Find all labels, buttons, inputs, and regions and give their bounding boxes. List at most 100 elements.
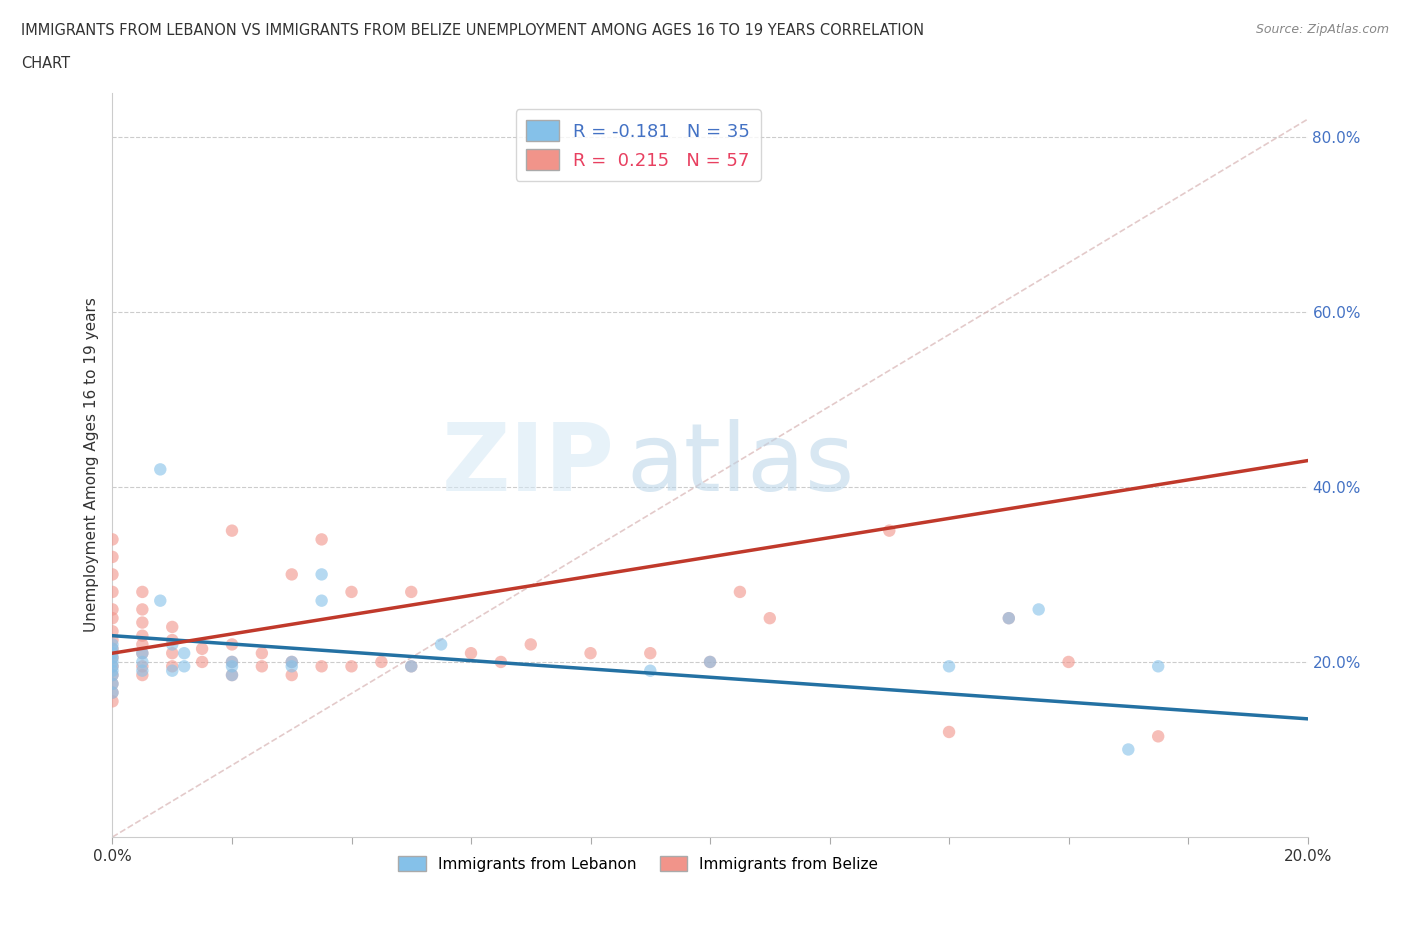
Point — [191, 655, 214, 670]
Point — [281, 658, 304, 673]
Point — [1057, 655, 1080, 670]
Point — [311, 532, 333, 547]
Point — [162, 663, 183, 678]
Point — [162, 637, 183, 652]
Point — [173, 658, 195, 673]
Point — [759, 611, 782, 626]
Point — [101, 650, 124, 665]
Point — [101, 645, 124, 660]
Point — [221, 658, 243, 673]
Point — [998, 611, 1021, 626]
Point — [131, 637, 153, 652]
Point — [101, 611, 124, 626]
Point — [1147, 658, 1170, 673]
Point — [460, 645, 482, 660]
Point — [489, 655, 512, 670]
Point — [311, 658, 333, 673]
Text: ZIP: ZIP — [441, 419, 614, 511]
Point — [401, 658, 423, 673]
Point — [1147, 729, 1170, 744]
Point — [101, 550, 124, 565]
Point — [281, 655, 304, 670]
Point — [191, 642, 214, 657]
Point — [131, 645, 153, 660]
Point — [311, 567, 333, 582]
Point — [430, 637, 453, 652]
Point — [162, 645, 183, 660]
Point — [101, 532, 124, 547]
Point — [101, 668, 124, 683]
Point — [101, 676, 124, 691]
Point — [162, 658, 183, 673]
Text: atlas: atlas — [627, 419, 855, 511]
Point — [579, 645, 602, 660]
Point — [281, 655, 304, 670]
Point — [131, 602, 153, 617]
Point — [101, 676, 124, 691]
Point — [340, 584, 363, 599]
Point — [221, 668, 243, 683]
Point — [311, 593, 333, 608]
Point — [401, 584, 423, 599]
Point — [162, 619, 183, 634]
Point — [131, 658, 153, 673]
Point — [221, 637, 243, 652]
Point — [131, 629, 153, 644]
Point — [370, 655, 392, 670]
Text: Source: ZipAtlas.com: Source: ZipAtlas.com — [1256, 23, 1389, 36]
Point — [131, 615, 153, 630]
Point — [101, 685, 124, 700]
Point — [250, 658, 273, 673]
Point — [131, 645, 153, 660]
Point — [938, 724, 960, 739]
Point — [131, 663, 153, 678]
Point — [173, 645, 195, 660]
Legend: Immigrants from Lebanon, Immigrants from Belize: Immigrants from Lebanon, Immigrants from… — [392, 849, 884, 878]
Point — [221, 655, 243, 670]
Point — [131, 584, 153, 599]
Y-axis label: Unemployment Among Ages 16 to 19 years: Unemployment Among Ages 16 to 19 years — [83, 298, 98, 632]
Text: IMMIGRANTS FROM LEBANON VS IMMIGRANTS FROM BELIZE UNEMPLOYMENT AMONG AGES 16 TO : IMMIGRANTS FROM LEBANON VS IMMIGRANTS FR… — [21, 23, 924, 38]
Point — [699, 655, 721, 670]
Point — [131, 668, 153, 683]
Point — [221, 524, 243, 538]
Point — [101, 658, 124, 673]
Point — [101, 685, 124, 700]
Point — [101, 602, 124, 617]
Point — [101, 642, 124, 657]
Point — [281, 668, 304, 683]
Point — [401, 658, 423, 673]
Point — [699, 655, 721, 670]
Point — [1028, 602, 1050, 617]
Point — [640, 663, 662, 678]
Point — [221, 655, 243, 670]
Point — [340, 658, 363, 673]
Point — [998, 611, 1021, 626]
Point — [879, 524, 901, 538]
Point — [101, 567, 124, 582]
Point — [101, 694, 124, 709]
Point — [149, 593, 172, 608]
Text: CHART: CHART — [21, 56, 70, 71]
Point — [281, 567, 304, 582]
Point — [101, 655, 124, 670]
Point — [101, 650, 124, 665]
Point — [728, 584, 751, 599]
Point — [640, 645, 662, 660]
Point — [101, 663, 124, 678]
Point — [162, 632, 183, 647]
Point — [1118, 742, 1140, 757]
Point — [101, 668, 124, 683]
Point — [101, 658, 124, 673]
Point — [101, 642, 124, 657]
Point — [520, 637, 543, 652]
Point — [101, 632, 124, 647]
Point — [101, 584, 124, 599]
Point — [938, 658, 960, 673]
Point — [131, 655, 153, 670]
Point — [250, 645, 273, 660]
Point — [149, 462, 172, 477]
Point — [101, 637, 124, 652]
Point — [221, 668, 243, 683]
Point — [101, 624, 124, 639]
